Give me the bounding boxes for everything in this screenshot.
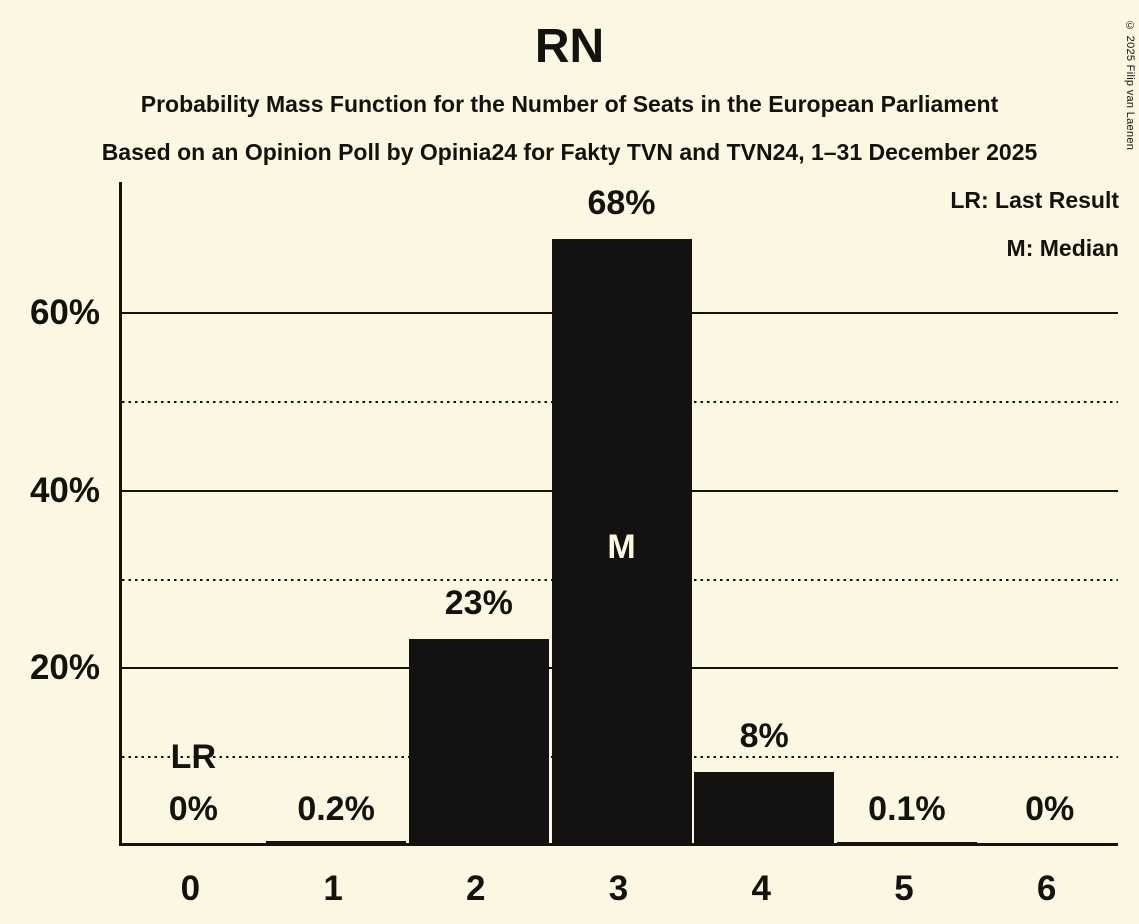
bar-seats-4	[694, 771, 835, 843]
bar-value-label: 68%	[587, 184, 656, 223]
bar-value-label: 8%	[739, 716, 789, 755]
last-result-marker-label: LR	[170, 738, 217, 776]
x-tick-label: 1	[323, 869, 343, 908]
x-tick-label: 0	[180, 869, 201, 908]
copyright-text: © 2025 Filip van Laenen	[1124, 20, 1136, 151]
bar-seats-2	[408, 638, 549, 843]
x-tick-label: 4	[751, 869, 771, 908]
page-title: RN	[534, 20, 605, 73]
bar-value-label: 0%	[168, 790, 218, 828]
median-marker-label: M	[607, 528, 636, 566]
legend-last-result: LR: Last Result	[950, 187, 1119, 213]
y-tick-label: 40%	[29, 470, 100, 510]
x-tick-label: 5	[894, 869, 914, 908]
poll-details-subtitle: Based on an Opinion Poll by Opinia24 for…	[101, 139, 1038, 165]
y-tick-label: 20%	[29, 648, 100, 688]
chart-subtitle: Probability Mass Function for the Number…	[140, 91, 999, 117]
bar-value-label: 23%	[444, 583, 513, 622]
y-tick-label: 60%	[29, 293, 100, 333]
bar-value-label: 0.2%	[297, 790, 375, 828]
bar-seats-3	[551, 239, 692, 843]
bar-seats-1	[266, 841, 407, 843]
legend-median: M: Median	[1006, 235, 1119, 261]
x-tick-label: 3	[608, 869, 629, 908]
plot-area: 0% 0.2% 23% 68% 8% 0.1% 0% LR M	[119, 182, 1118, 846]
bar-value-label: 0%	[1025, 790, 1075, 828]
bar-seats-5	[836, 842, 977, 843]
x-tick-label: 2	[466, 869, 486, 908]
x-tick-label: 6	[1036, 869, 1057, 908]
bar-value-label: 0.1%	[868, 790, 946, 828]
